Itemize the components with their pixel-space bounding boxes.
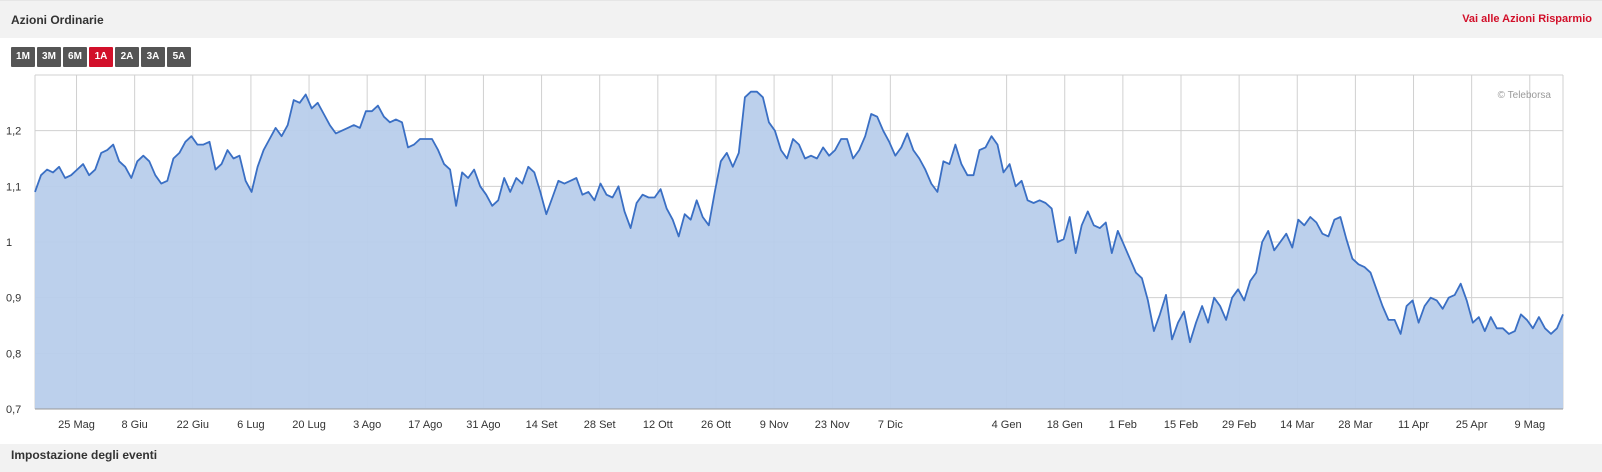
x-tick-label: 18 Gen [1047,419,1083,431]
range-button-3m[interactable]: 3M [37,47,61,67]
x-tick-label: 31 Ago [466,419,500,431]
x-tick-label: 28 Mar [1338,419,1373,431]
x-tick-label: 26 Ott [701,419,731,431]
x-tick-label: 1 Feb [1109,419,1137,431]
range-button-6m[interactable]: 6M [63,47,87,67]
x-tick-label: 29 Feb [1222,419,1256,431]
x-tick-label: 12 Ott [643,419,673,431]
range-button-3a[interactable]: 3A [141,47,165,67]
x-tick-label: 9 Nov [760,419,789,431]
range-button-2a[interactable]: 2A [115,47,139,67]
range-button-1m[interactable]: 1M [11,47,35,67]
chart-credit: © Teleborsa [1498,90,1552,101]
events-footer: Impostazione degli eventi [0,444,1602,472]
x-tick-label: 25 Mag [58,419,95,431]
y-tick-label: 1,2 [6,126,21,138]
x-tick-label: 28 Set [584,419,616,431]
range-selector: 1M 3M 6M 1A 2A 3A 5A [11,47,191,67]
x-tick-label: 9 Mag [1514,419,1545,431]
x-tick-label: 4 Gen [992,419,1022,431]
x-tick-label: 6 Lug [237,419,265,431]
x-tick-label: 14 Mar [1280,419,1315,431]
x-tick-label: 23 Nov [815,419,850,431]
risparmio-link[interactable]: Vai alle Azioni Risparmio [1462,13,1592,25]
range-button-1a[interactable]: 1A [89,47,113,67]
y-tick-label: 1,1 [6,181,21,193]
y-tick-label: 1 [6,237,12,249]
x-tick-label: 20 Lug [292,419,326,431]
series-line [34,90,1564,344]
chart-header: Azioni Ordinarie Vai alle Azioni Risparm… [0,0,1602,38]
x-tick-label: 17 Ago [408,419,442,431]
x-tick-label: 8 Giu [122,419,148,431]
x-tick-label: 14 Set [526,419,558,431]
x-tick-label: 3 Ago [353,419,381,431]
y-tick-label: 0,8 [6,348,21,360]
y-tick-label: 0,9 [6,293,21,305]
x-tick-label: 15 Feb [1164,419,1198,431]
x-tick-label: 25 Apr [1456,419,1488,431]
x-tick-label: 22 Giu [177,419,209,431]
x-tick-label: 11 Apr [1398,419,1429,431]
chart-title: Azioni Ordinarie [11,13,104,27]
series-area [35,91,1563,409]
events-title: Impostazione degli eventi [11,448,158,462]
price-chart: 0,7 0,8 0,9 1 1,1 1,2 25 Mag 8 Giu 22 Giu 6 Lug 20… [6,74,1564,431]
y-tick-label: 0,7 [6,404,21,416]
range-button-5a[interactable]: 5A [167,47,191,67]
x-tick-label: 7 Dic [878,419,904,431]
